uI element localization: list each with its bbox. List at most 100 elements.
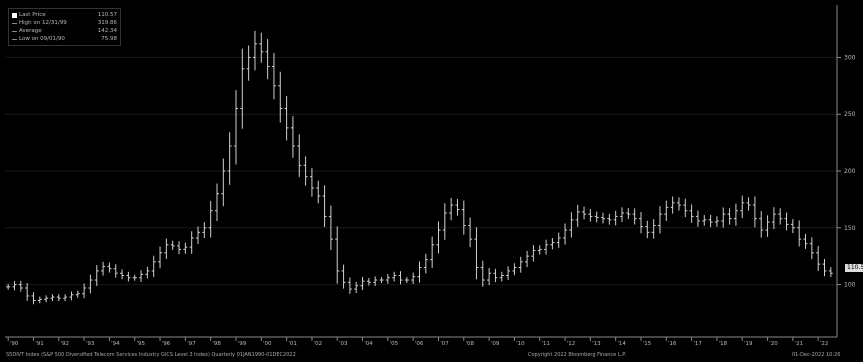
price-bar: [170, 240, 175, 251]
x-tick-label: '96: [162, 341, 171, 347]
price-bar: [727, 208, 732, 225]
price-bar: [132, 274, 137, 281]
price-bar: [75, 290, 80, 298]
price-bar: [651, 219, 656, 239]
price-bar: [25, 283, 30, 301]
price-bar: [328, 205, 333, 250]
price-bar: [309, 168, 314, 197]
price-bar: [341, 264, 346, 289]
x-tick-label: '00: [263, 341, 272, 347]
legend-last-price-value: 110.57: [97, 12, 117, 18]
price-bar: [82, 283, 87, 299]
price-bar: [556, 232, 561, 248]
price-bar: [759, 211, 764, 238]
price-bar: [676, 197, 681, 211]
x-tick-label: '95: [136, 341, 145, 347]
price-bar: [689, 204, 694, 223]
price-bar: [366, 277, 371, 286]
price-bar: [290, 116, 295, 158]
price-bar: [297, 134, 302, 177]
price-bar: [246, 45, 251, 81]
price-bar: [202, 222, 207, 238]
price-bar: [645, 220, 650, 239]
price-bar: [670, 196, 675, 214]
price-bar: [512, 263, 517, 276]
footer-copyright: Copyright 2022 Bloomberg Finance L.P.: [528, 352, 627, 358]
legend-average: Average 142.34: [12, 27, 117, 35]
price-bar: [531, 245, 536, 262]
price-bar: [259, 32, 264, 63]
price-bar: [588, 208, 593, 222]
y-tick-label: 250: [844, 111, 856, 118]
price-bar: [582, 206, 587, 220]
price-bar: [714, 216, 719, 227]
price-bar: [6, 284, 11, 290]
price-bar: [411, 272, 416, 285]
price-bar: [303, 156, 308, 186]
price-bar: [385, 274, 390, 284]
price-bar: [708, 214, 713, 228]
price-bar: [613, 210, 618, 226]
price-bar: [50, 294, 55, 302]
price-bar: [765, 215, 770, 237]
legend-average-label: Average: [19, 28, 42, 34]
x-tick-label: '05: [390, 341, 399, 347]
price-bar: [746, 197, 751, 211]
x-tick-label: '06: [415, 341, 424, 347]
price-bar: [601, 212, 606, 224]
legend-average-value: 142.34: [97, 28, 117, 34]
price-bar: [702, 215, 707, 226]
legend-last-price-label: Last Price: [19, 12, 46, 18]
price-bar: [816, 246, 821, 271]
x-tick-label: '13: [592, 341, 601, 347]
price-bar: [487, 268, 492, 286]
price-bar: [284, 95, 289, 141]
low-marker-icon: [12, 38, 17, 40]
price-bar: [575, 204, 580, 227]
x-tick-label: '93: [86, 341, 95, 347]
x-tick-label: '15: [643, 341, 652, 347]
price-bar: [803, 233, 808, 249]
price-bar: [214, 183, 219, 221]
price-bar: [139, 270, 144, 282]
price-bar: [322, 185, 327, 228]
price-bar: [474, 227, 479, 280]
x-tick-label: '99: [238, 341, 247, 347]
price-bar: [544, 239, 549, 255]
x-tick-label: '01: [288, 341, 297, 347]
chart-footer: S5DIVT Index (S&P 500 Diversified Teleco…: [0, 349, 863, 362]
price-bar: [335, 226, 340, 284]
price-bar: [94, 265, 99, 286]
price-bar: [56, 294, 61, 302]
price-bar: [417, 261, 422, 283]
x-tick-label: '09: [491, 341, 500, 347]
price-bar: [145, 266, 150, 279]
legend-last-price: Last Price 110.57: [12, 11, 117, 19]
price-bar: [12, 281, 17, 291]
x-tick-label: '17: [693, 341, 702, 347]
price-bar: [721, 207, 726, 228]
price-bar: [480, 260, 485, 287]
x-tick-label: '11: [541, 341, 550, 347]
x-axis-ticks: '90 '91 '92 '93 '94 '95 '96 '97 '98 '99 '00 '01 '02 '…: [7, 337, 828, 347]
price-bar: [177, 241, 182, 255]
legend-box: Last Price 110.57 High on 12/31/99 319.8…: [8, 8, 121, 46]
price-bar: [404, 277, 409, 283]
price-bar: [518, 256, 523, 273]
x-tick-label: '98: [212, 341, 221, 347]
price-bar: [271, 52, 276, 100]
price-bar: [120, 269, 125, 280]
x-tick-label: '10: [516, 341, 525, 347]
legend-high-label: High on 12/31/99: [19, 20, 67, 26]
y-tick-label: 150: [844, 225, 856, 232]
price-bar: [31, 292, 36, 305]
price-bar: [347, 277, 352, 294]
price-bar: [196, 226, 201, 244]
price-bar: [265, 39, 270, 80]
price-bar: [240, 48, 245, 129]
price-bar: [107, 262, 112, 273]
price-bar: [493, 268, 498, 283]
price-bar: [506, 266, 511, 281]
